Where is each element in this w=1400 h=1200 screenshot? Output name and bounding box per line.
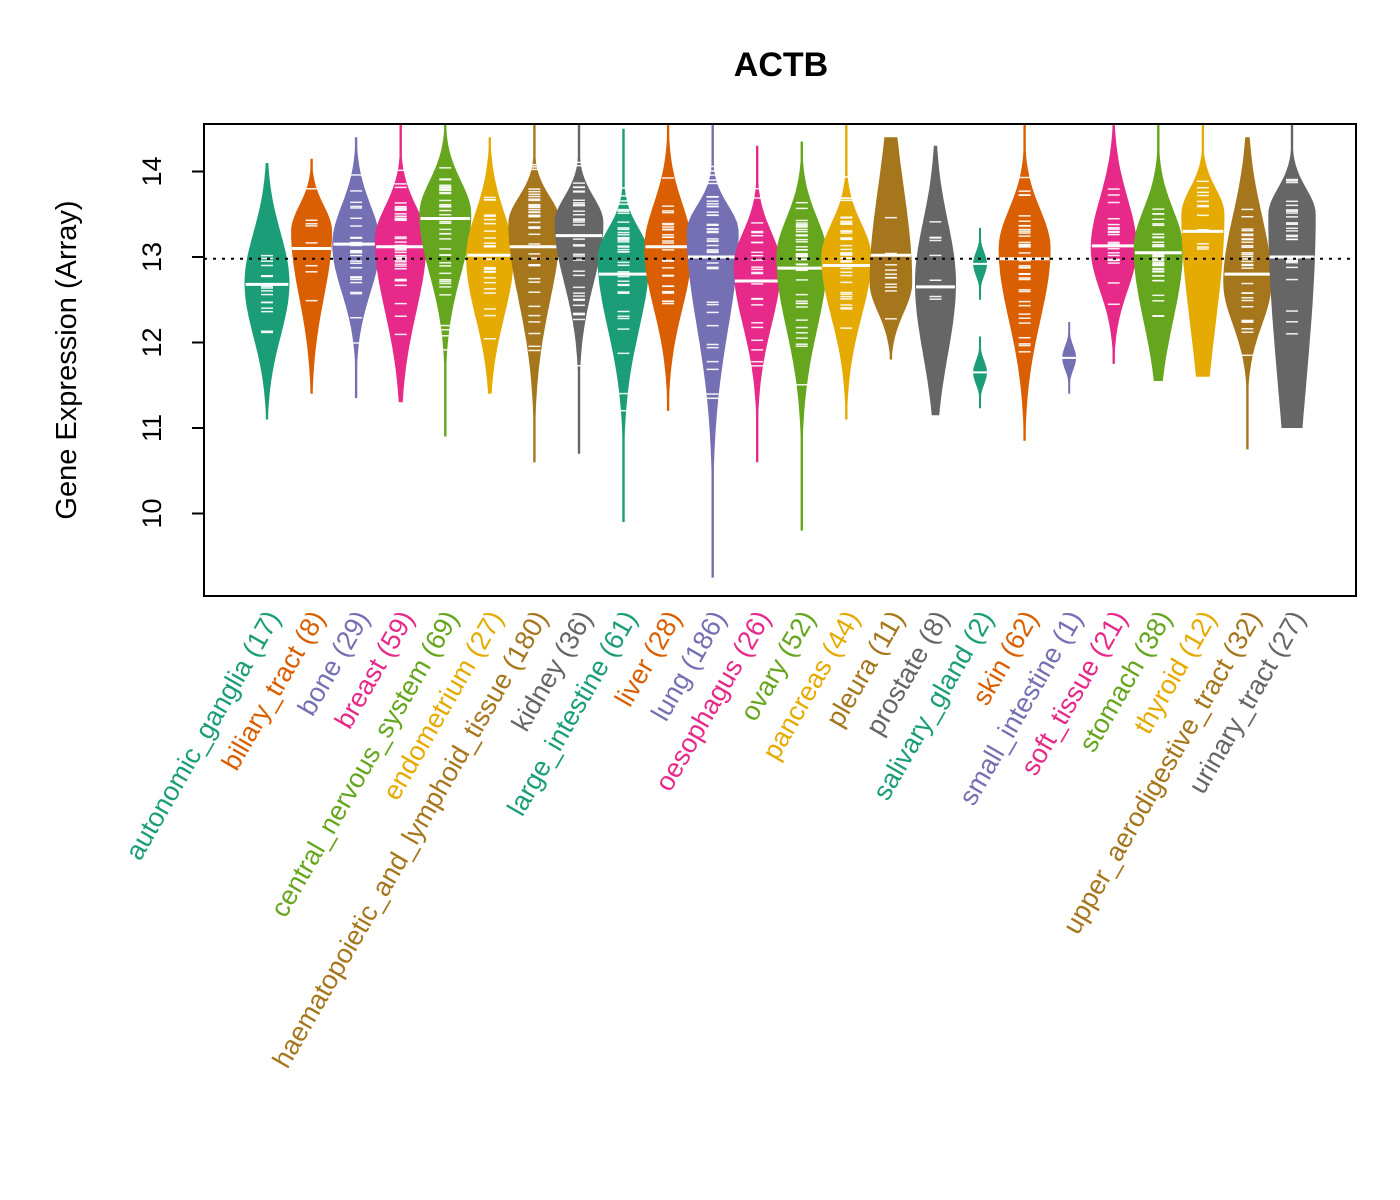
y-axis-label: Gene Expression (Array) — [51, 200, 83, 519]
violin-autonomic-ganglia — [244, 163, 290, 420]
violin-body — [374, 124, 427, 403]
y-tick-label: 11 — [137, 414, 167, 442]
violin-pancreas — [821, 124, 872, 420]
violin-endometrium — [466, 137, 514, 394]
violin-body — [869, 137, 913, 360]
y-axis: 10 11 12 13 14 — [137, 156, 205, 529]
violin-prostate — [915, 145, 956, 416]
violin-body — [291, 158, 333, 394]
violin-kidney — [554, 124, 604, 454]
y-tick-label: 13 — [137, 242, 167, 272]
violin-small-intestine — [1060, 322, 1079, 394]
plot-area — [244, 124, 1316, 578]
violin-biliary-tract — [291, 158, 333, 394]
y-tick-label: 12 — [137, 327, 167, 357]
violin-body — [998, 124, 1051, 441]
violin-urinary-tract — [1268, 124, 1316, 428]
violin-lung — [686, 124, 739, 578]
violin-body — [466, 137, 514, 394]
violin-body — [419, 124, 472, 437]
violin-upper-aerodigestive-tract — [1223, 137, 1272, 450]
violin-liver — [644, 124, 692, 411]
violin-oesophagus — [733, 145, 781, 463]
violin-body — [554, 124, 604, 454]
chart-title: ACTB — [734, 46, 828, 84]
violin-body — [508, 124, 561, 463]
violin-skin — [998, 124, 1051, 441]
violin-body — [1268, 124, 1316, 428]
x-axis-labels: autonomic_ganglia (17)biliary_tract (8)b… — [119, 606, 1311, 1073]
violin-body — [686, 124, 739, 578]
violin-body — [776, 141, 828, 531]
plot-frame — [203, 123, 1357, 597]
violin-body — [1181, 124, 1225, 377]
violin-ovary — [776, 141, 828, 531]
violin-central-nervous-system — [419, 124, 472, 437]
violin-thyroid — [1181, 124, 1225, 377]
violin-pleura — [869, 137, 913, 360]
violin-bone — [332, 137, 380, 399]
violin-haematopoietic-and-lymphoid-tissue — [508, 124, 561, 463]
violin-stomach — [1133, 124, 1183, 381]
y-tick-label: 10 — [137, 498, 167, 528]
violin-body — [597, 128, 650, 523]
y-tick-label: 14 — [137, 156, 167, 186]
violin-large-intestine — [597, 128, 650, 523]
violin-soft-tissue — [1090, 124, 1137, 364]
violin-salivary-gland — [971, 227, 990, 409]
violin-breast — [374, 124, 427, 403]
violin-body — [733, 145, 781, 463]
